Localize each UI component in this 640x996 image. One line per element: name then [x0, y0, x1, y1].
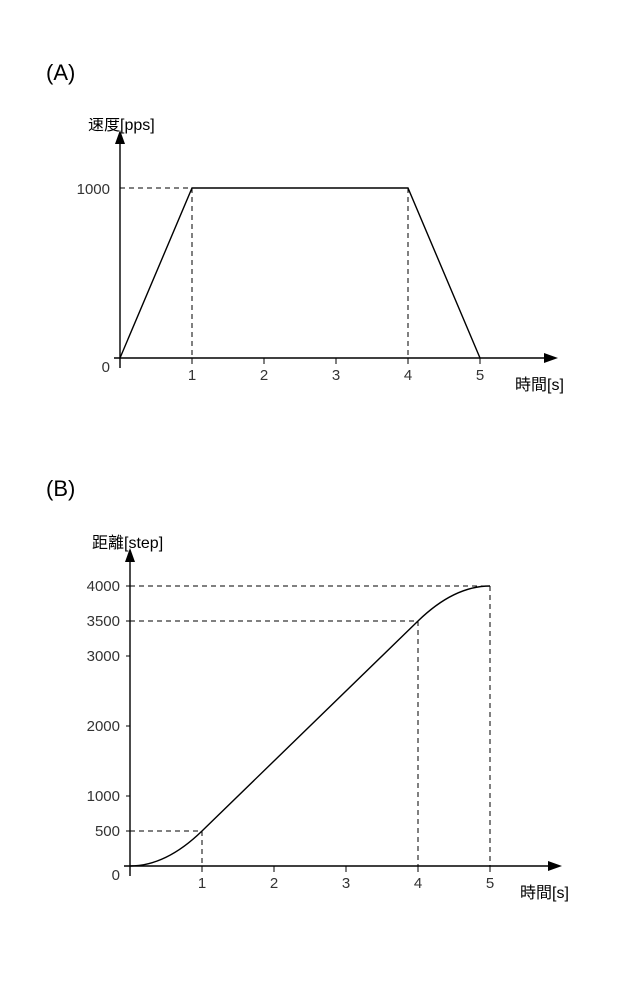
chart-a-axes	[114, 130, 558, 368]
chart-b-yticks: 500 1000 2000 3000 3500 4000	[87, 578, 130, 840]
chart-b-axes	[124, 548, 562, 876]
chart-a-xtick-2: 3	[332, 367, 340, 384]
chart-b-xtick-4: 5	[486, 875, 494, 892]
chart-b-xtick-2: 3	[342, 875, 350, 892]
chart-b: 0 500 1000 2000 3000 3500 4000 1 2 3 4	[60, 526, 620, 916]
chart-a-xtick-4: 5	[476, 367, 484, 384]
figure-page: (A) 1000 0 1 2 3 4 5	[0, 0, 640, 996]
chart-b-xtick-0: 1	[198, 875, 206, 892]
chart-a-origin: 0	[102, 359, 110, 376]
chart-b-xlabel: 時間[s]	[520, 884, 569, 902]
chart-b-curve	[130, 586, 490, 866]
chart-a-xtick-1: 2	[260, 367, 268, 384]
chart-b-ytick-5: 4000	[87, 578, 120, 595]
chart-a-xticks: 1 2 3 4 5	[188, 358, 484, 384]
panel-a-label: (A)	[46, 60, 75, 86]
chart-a: 1000 0 1 2 3 4 5 速度[pps] 時間[s]	[60, 118, 620, 418]
chart-b-xtick-3: 4	[414, 875, 422, 892]
chart-b-ytick-4: 3500	[87, 613, 120, 630]
chart-a-xlabel: 時間[s]	[515, 376, 564, 394]
chart-b-ytick-0: 500	[95, 823, 120, 840]
panel-b-label: (B)	[46, 476, 75, 502]
chart-a-xtick-0: 1	[188, 367, 196, 384]
chart-a-guides	[120, 188, 408, 358]
chart-a-xtick-3: 4	[404, 367, 412, 384]
chart-b-xticks: 1 2 3 4 5	[198, 866, 494, 892]
chart-b-ylabel: 距離[step]	[92, 534, 163, 552]
chart-a-curve	[120, 188, 480, 358]
chart-b-xtick-1: 2	[270, 875, 278, 892]
chart-b-ytick-2: 2000	[87, 718, 120, 735]
chart-a-ytick-0: 1000	[77, 181, 110, 198]
chart-b-ytick-1: 1000	[87, 788, 120, 805]
chart-a-ylabel: 速度[pps]	[88, 118, 155, 134]
chart-b-ytick-3: 3000	[87, 648, 120, 665]
chart-b-origin: 0	[112, 867, 120, 884]
